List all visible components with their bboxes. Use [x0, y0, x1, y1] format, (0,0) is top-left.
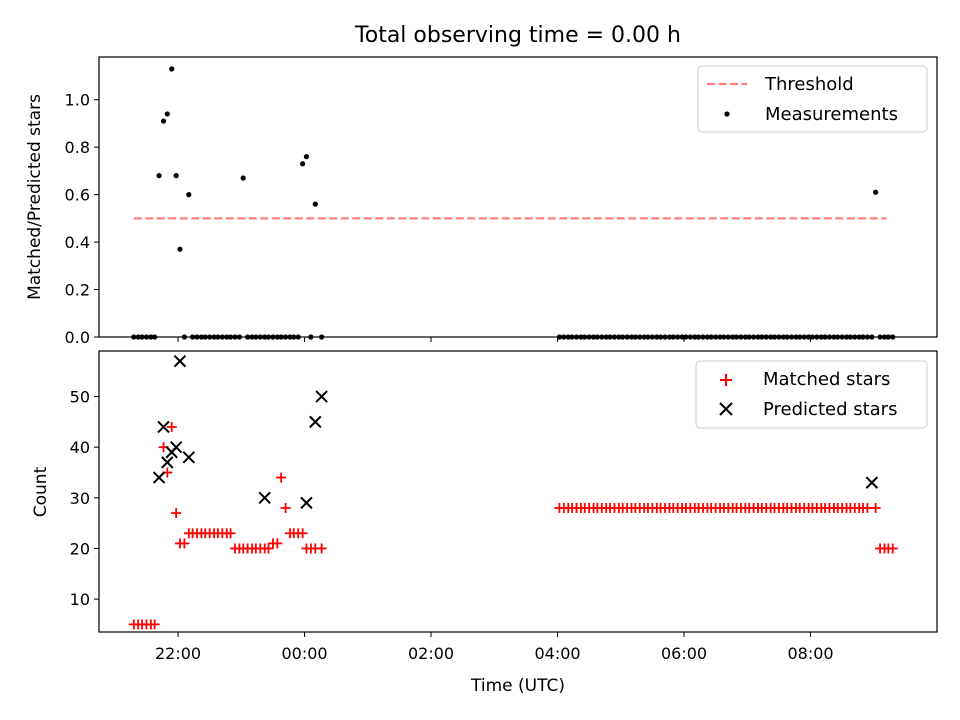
top-legend-box: [697, 65, 928, 133]
bottom-plot-frame: [98, 350, 938, 633]
predicted-point: [161, 456, 174, 469]
top-panel: 0.0 0.2 0.4 0.6 0.8 1.0 Matched/Predicted sta…: [25, 56, 938, 347]
measurement-point: [173, 173, 179, 179]
x-tick-label: 08:00: [787, 644, 833, 663]
predicted-point: [152, 471, 166, 484]
measurement-point: [873, 189, 879, 195]
bottom-legend-box: [695, 360, 928, 429]
matched-point: [263, 543, 274, 554]
matched-point: [870, 502, 881, 513]
predicted-point: [309, 415, 322, 429]
top-y-tick-label: 0.8: [65, 138, 90, 157]
bottom-y-axis: 10 20 30 40 50: [70, 388, 99, 609]
predicted-point: [182, 451, 196, 464]
measurement-point: [169, 66, 175, 72]
measurement-point: [186, 192, 192, 198]
top-plot-frame: [98, 56, 938, 338]
measurement-point: [160, 118, 167, 124]
bottom-y-tick-label: 20: [70, 539, 90, 558]
top-x-ticks: [177, 337, 812, 342]
matched-point: [272, 538, 283, 549]
matched-series: [128, 421, 898, 630]
predicted-point: [169, 440, 183, 454]
top-y-tick-label: 0.0: [65, 328, 90, 347]
matched-legend-label: Matched stars: [763, 369, 890, 390]
matched-legend-swatch: [720, 374, 732, 386]
matched-point: [297, 528, 308, 539]
predicted-series: [152, 354, 879, 510]
measurements-legend-label: Measurements: [765, 104, 898, 125]
top-y-axis: 0.0 0.2 0.4 0.6 0.8 1.0: [65, 91, 99, 347]
top-y-tick-label: 0.6: [65, 186, 90, 205]
measurement-point: [156, 173, 162, 179]
matched-point: [149, 619, 160, 630]
matched-point: [280, 502, 291, 513]
x-tick-label: 02:00: [408, 644, 454, 663]
top-y-axis-label: Matched/Predicted stars: [25, 94, 45, 300]
measurement-point: [164, 111, 170, 117]
measurement-point: [303, 154, 310, 160]
predicted-legend-label: Predicted stars: [763, 399, 897, 420]
measurements-series: [131, 66, 896, 340]
bottom-y-tick-label: 30: [70, 489, 90, 508]
predicted-point: [173, 354, 187, 368]
matched-point: [887, 543, 898, 554]
top-y-tick-label: 0.4: [65, 233, 90, 252]
matched-point: [166, 421, 177, 432]
bottom-y-axis-label: Count: [31, 466, 51, 517]
matched-point: [276, 472, 287, 483]
bottom-panel: 10 20 30 40 50 22:00 00:00 02:00 04:00 06:00 08:0…: [31, 350, 938, 696]
predicted-point: [157, 420, 170, 434]
measurement-point: [177, 246, 183, 252]
x-tick-label: 04:00: [534, 644, 580, 663]
measurement-point: [300, 161, 306, 167]
x-tick-label: 00:00: [281, 644, 327, 663]
bottom-x-axis: 22:00 00:00 02:00 04:00 06:00 08:00: [155, 632, 834, 663]
x-axis-label: Time (UTC): [470, 676, 565, 696]
matched-point: [179, 538, 190, 549]
matched-point: [225, 528, 236, 539]
predicted-legend-swatch: [719, 402, 733, 416]
threshold-legend-label: Threshold: [764, 74, 854, 95]
bottom-y-tick-label: 10: [70, 590, 90, 609]
top-legend: Threshold Measurements: [697, 65, 928, 133]
measurement-point: [240, 175, 246, 181]
predicted-point: [865, 476, 879, 489]
matched-point: [316, 543, 327, 554]
bottom-y-tick-label: 50: [70, 388, 90, 407]
predicted-point: [315, 390, 328, 403]
matched-point: [171, 508, 182, 519]
bottom-y-tick-label: 40: [70, 438, 90, 457]
x-tick-label: 22:00: [155, 644, 201, 663]
bottom-legend: Matched stars Predicted stars: [695, 360, 928, 429]
chart-title: Total observing time = 0.00 h: [354, 23, 681, 48]
predicted-point: [300, 496, 313, 510]
x-tick-label: 06:00: [661, 644, 707, 663]
measurements-legend-swatch: [724, 111, 730, 117]
top-y-tick-label: 0.2: [65, 281, 90, 300]
top-y-tick-label: 1.0: [65, 91, 90, 110]
predicted-point: [258, 491, 271, 505]
measurement-point: [312, 201, 318, 207]
